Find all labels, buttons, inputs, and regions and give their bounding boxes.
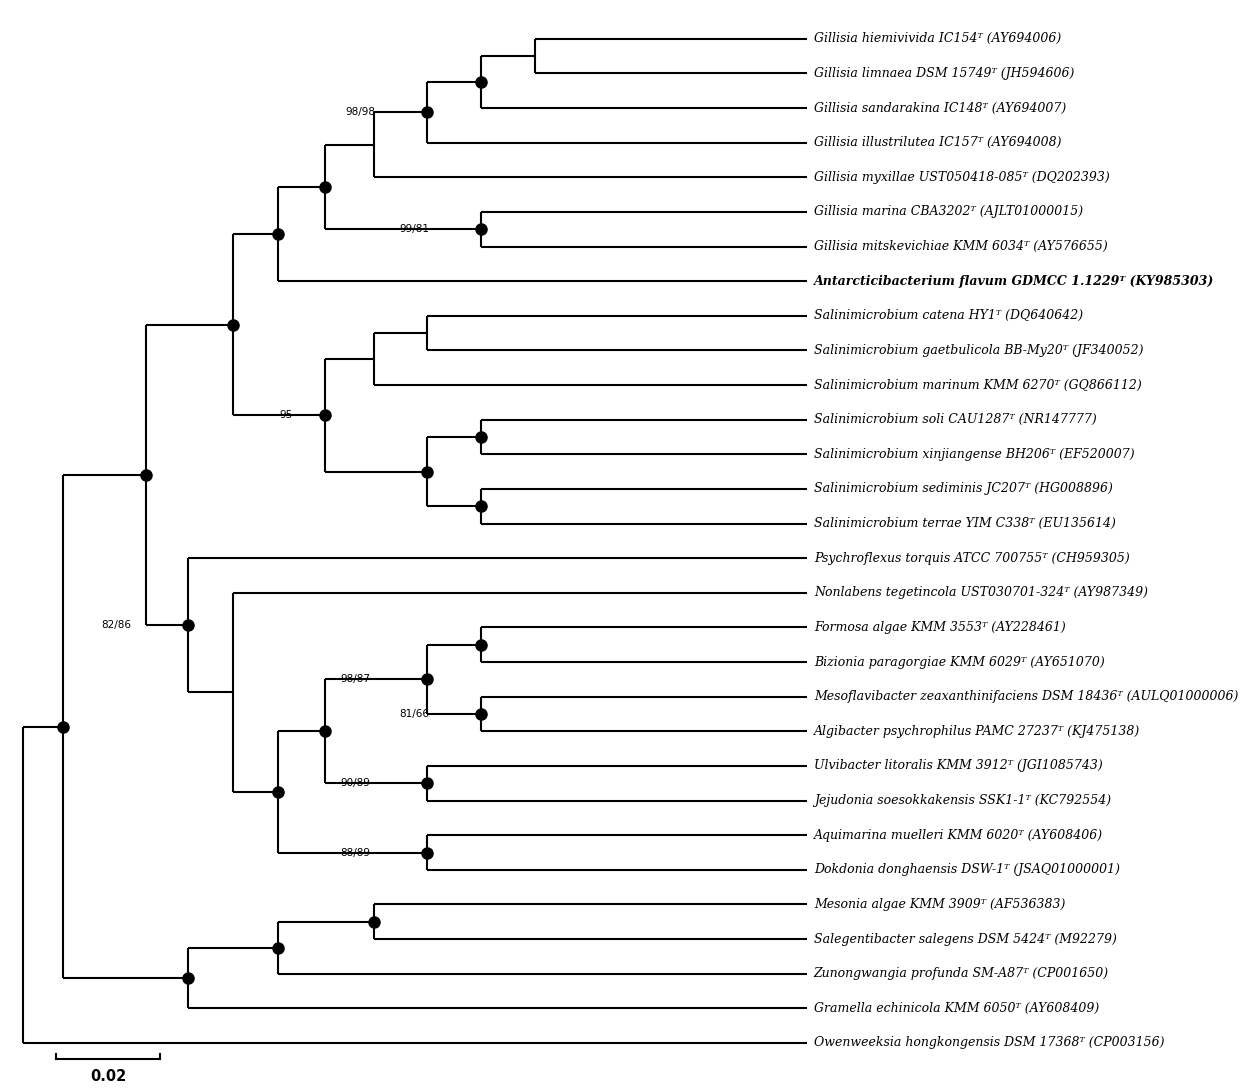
Text: 0.02: 0.02 (91, 1069, 126, 1083)
Text: Ulvibacter litoralis KMM 3912ᵀ (JGI1085743): Ulvibacter litoralis KMM 3912ᵀ (JGI10857… (813, 760, 1102, 773)
Text: Antarcticibacterium flavum GDMCC 1.1229ᵀ (KY985303): Antarcticibacterium flavum GDMCC 1.1229ᵀ… (813, 275, 1214, 288)
Text: Salinimicrobium terrae YIM C338ᵀ (EU135614): Salinimicrobium terrae YIM C338ᵀ (EU1356… (813, 517, 1116, 530)
Text: Psychroflexus torquis ATCC 700755ᵀ (CH959305): Psychroflexus torquis ATCC 700755ᵀ (CH95… (813, 552, 1130, 565)
Text: Gillisia marina CBA3202ᵀ (AJLT01000015): Gillisia marina CBA3202ᵀ (AJLT01000015) (813, 205, 1083, 218)
Text: Gillisia hiemivivida IC154ᵀ (AY694006): Gillisia hiemivivida IC154ᵀ (AY694006) (813, 33, 1061, 46)
Text: Gillisia myxillae UST050418-085ᵀ (DQ202393): Gillisia myxillae UST050418-085ᵀ (DQ2023… (813, 171, 1110, 184)
Text: Algibacter psychrophilus PAMC 27237ᵀ (KJ475138): Algibacter psychrophilus PAMC 27237ᵀ (KJ… (813, 725, 1140, 738)
Text: Gillisia sandarakina IC148ᵀ (AY694007): Gillisia sandarakina IC148ᵀ (AY694007) (813, 101, 1066, 114)
Text: 81/66: 81/66 (399, 708, 429, 719)
Text: Jejudonia soesokkakensis SSK1-1ᵀ (KC792554): Jejudonia soesokkakensis SSK1-1ᵀ (KC7925… (813, 795, 1111, 807)
Text: Zunongwangia profunda SM-A87ᵀ (CP001650): Zunongwangia profunda SM-A87ᵀ (CP001650) (813, 967, 1109, 980)
Text: Gillisia mitskevichiae KMM 6034ᵀ (AY576655): Gillisia mitskevichiae KMM 6034ᵀ (AY5766… (813, 240, 1107, 253)
Text: Salegentibacter salegens DSM 5424ᵀ (M92279): Salegentibacter salegens DSM 5424ᵀ (M922… (813, 933, 1117, 946)
Text: Salinimicrobium sediminis JC207ᵀ (HG008896): Salinimicrobium sediminis JC207ᵀ (HG0088… (813, 483, 1112, 496)
Text: Gramella echinicola KMM 6050ᵀ (AY608409): Gramella echinicola KMM 6050ᵀ (AY608409) (813, 1002, 1099, 1015)
Text: 88/89: 88/89 (341, 848, 371, 858)
Text: 98/87: 98/87 (341, 675, 371, 685)
Text: Formosa algae KMM 3553ᵀ (AY228461): Formosa algae KMM 3553ᵀ (AY228461) (813, 621, 1065, 634)
Text: Nonlabens tegetincola UST030701-324ᵀ (AY987349): Nonlabens tegetincola UST030701-324ᵀ (AY… (813, 586, 1148, 600)
Text: Salinimicrobium xinjiangense BH206ᵀ (EF520007): Salinimicrobium xinjiangense BH206ᵀ (EF5… (813, 448, 1135, 461)
Text: 95: 95 (279, 410, 293, 421)
Text: Gillisia illustrilutea IC157ᵀ (AY694008): Gillisia illustrilutea IC157ᵀ (AY694008) (813, 136, 1061, 149)
Text: Mesonia algae KMM 3909ᵀ (AF536383): Mesonia algae KMM 3909ᵀ (AF536383) (813, 898, 1065, 911)
Text: 98/98: 98/98 (346, 108, 376, 118)
Text: Dokdonia donghaensis DSW-1ᵀ (JSAQ01000001): Dokdonia donghaensis DSW-1ᵀ (JSAQ0100000… (813, 863, 1120, 876)
Text: Owenweeksia hongkongensis DSM 17368ᵀ (CP003156): Owenweeksia hongkongensis DSM 17368ᵀ (CP… (813, 1037, 1164, 1050)
Text: Salinimicrobium marinum KMM 6270ᵀ (GQ866112): Salinimicrobium marinum KMM 6270ᵀ (GQ866… (813, 378, 1142, 391)
Text: 99/81: 99/81 (399, 225, 429, 234)
Text: 82/86: 82/86 (102, 620, 131, 630)
Text: Mesoflavibacter zeaxanthinifaciens DSM 18436ᵀ (AULQ01000006): Mesoflavibacter zeaxanthinifaciens DSM 1… (813, 690, 1239, 703)
Text: Salinimicrobium catena HY1ᵀ (DQ640642): Salinimicrobium catena HY1ᵀ (DQ640642) (813, 310, 1083, 323)
Text: Bizionia paragorgiae KMM 6029ᵀ (AY651070): Bizionia paragorgiae KMM 6029ᵀ (AY651070… (813, 655, 1105, 668)
Text: Salinimicrobium gaetbulicola BB-My20ᵀ (JF340052): Salinimicrobium gaetbulicola BB-My20ᵀ (J… (813, 344, 1143, 356)
Text: 90/89: 90/89 (341, 778, 371, 788)
Text: Gillisia limnaea DSM 15749ᵀ (JH594606): Gillisia limnaea DSM 15749ᵀ (JH594606) (813, 66, 1074, 80)
Text: Salinimicrobium soli CAU1287ᵀ (NR147777): Salinimicrobium soli CAU1287ᵀ (NR147777) (813, 413, 1096, 426)
Text: Aquimarina muelleri KMM 6020ᵀ (AY608406): Aquimarina muelleri KMM 6020ᵀ (AY608406) (813, 828, 1102, 841)
